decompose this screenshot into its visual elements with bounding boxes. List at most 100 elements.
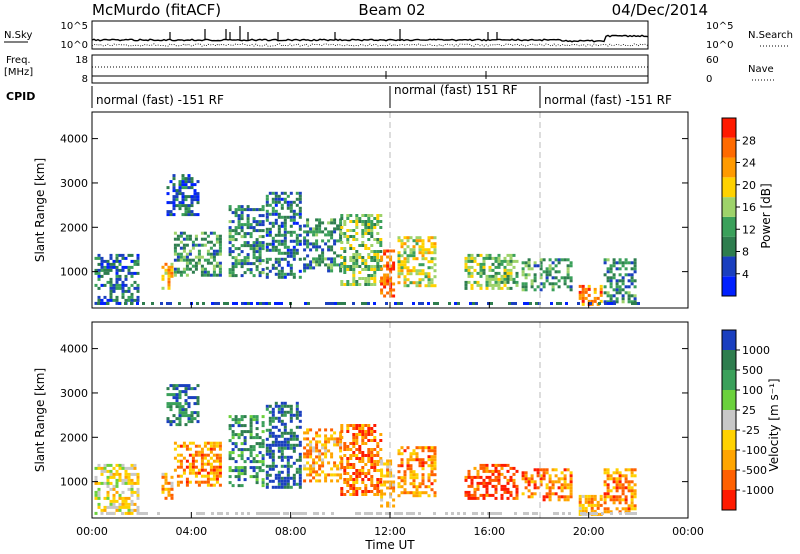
data-cell — [383, 279, 387, 283]
data-cell — [361, 232, 365, 235]
data-cell — [324, 227, 328, 231]
data-cell — [274, 437, 278, 441]
data-cell — [289, 428, 293, 432]
data-cell — [606, 489, 610, 493]
data-cell — [370, 256, 374, 259]
data-cell — [243, 232, 247, 236]
data-cell — [352, 424, 356, 427]
data-cell — [315, 218, 319, 222]
data-cell — [178, 417, 182, 421]
ground-scatter-cell — [142, 512, 145, 515]
data-cell — [280, 266, 284, 270]
data-cell — [240, 274, 244, 278]
data-cell — [215, 261, 219, 265]
data-cell — [271, 263, 275, 267]
data-cell — [283, 224, 287, 228]
data-cell — [246, 232, 250, 236]
data-cell — [352, 484, 356, 487]
data-cell — [618, 267, 622, 271]
data-cell — [581, 494, 585, 498]
data-cell — [231, 256, 235, 260]
data-cell — [418, 446, 422, 450]
data-cell — [234, 259, 238, 263]
data-cell — [258, 229, 262, 233]
data-cell — [112, 472, 116, 476]
data-cell — [569, 495, 573, 499]
data-cell — [488, 256, 492, 260]
data-cell — [324, 242, 328, 246]
data-cell — [295, 236, 299, 240]
data-cell — [618, 285, 622, 289]
data-cell — [283, 233, 287, 237]
data-cell — [283, 242, 287, 246]
data-cell — [283, 197, 287, 201]
data-cell — [271, 209, 275, 213]
data-cell — [124, 496, 128, 500]
data-cell — [164, 268, 168, 272]
data-cell — [268, 464, 272, 468]
data-cell — [421, 272, 425, 276]
data-cell — [231, 262, 235, 266]
data-cell — [421, 464, 425, 468]
data-cell — [418, 494, 422, 498]
ground-scatter-cell — [379, 512, 382, 515]
data-cell — [330, 230, 334, 234]
data-cell — [389, 249, 393, 253]
data-cell — [418, 461, 422, 465]
data-cell — [196, 213, 200, 217]
data-cell — [161, 286, 165, 290]
data-cell — [609, 267, 613, 271]
data-cell — [433, 449, 437, 453]
data-cell — [240, 457, 244, 461]
data-cell — [379, 241, 383, 244]
data-cell — [170, 487, 174, 491]
data-cell — [172, 384, 176, 388]
data-cell — [467, 484, 471, 488]
data-cell — [548, 267, 552, 271]
data-cell — [100, 511, 104, 515]
data-cell — [240, 433, 244, 437]
data-cell — [364, 442, 368, 445]
data-cell — [258, 451, 262, 455]
data-cell — [430, 455, 434, 459]
data-cell — [427, 236, 431, 240]
data-cell — [255, 478, 259, 482]
data-cell — [212, 441, 216, 445]
ground-scatter-cell — [589, 302, 592, 305]
data-cell — [118, 277, 122, 281]
data-cell — [312, 446, 316, 450]
data-cell — [133, 280, 137, 284]
data-cell — [364, 430, 368, 433]
data-cell — [212, 267, 216, 271]
data-cell — [277, 272, 281, 276]
data-cell — [346, 427, 350, 430]
data-cell — [249, 262, 253, 266]
data-cell — [172, 213, 176, 217]
data-cell — [112, 289, 116, 293]
data-cell — [228, 235, 232, 239]
data-cell — [187, 180, 191, 184]
data-cell — [255, 415, 259, 419]
data-cell — [548, 273, 552, 277]
data-cell — [209, 444, 213, 448]
data-cell — [339, 254, 343, 258]
data-cell — [298, 275, 302, 279]
data-cell — [503, 463, 507, 467]
data-cell — [261, 247, 265, 251]
data-cell — [234, 469, 238, 473]
data-cell — [545, 492, 549, 496]
data-cell — [252, 208, 256, 212]
data-cell — [212, 453, 216, 457]
data-cell — [206, 234, 210, 238]
ground-scatter-cell — [358, 512, 361, 515]
data-cell — [306, 437, 310, 441]
colorbar-swatch — [722, 256, 736, 277]
data-cell — [118, 475, 122, 479]
data-cell — [470, 265, 474, 269]
data-cell — [485, 274, 489, 278]
ground-scatter-cell — [400, 512, 403, 515]
data-cell — [603, 507, 607, 511]
data-cell — [286, 272, 290, 276]
data-cell — [612, 276, 616, 280]
data-cell — [621, 294, 625, 298]
